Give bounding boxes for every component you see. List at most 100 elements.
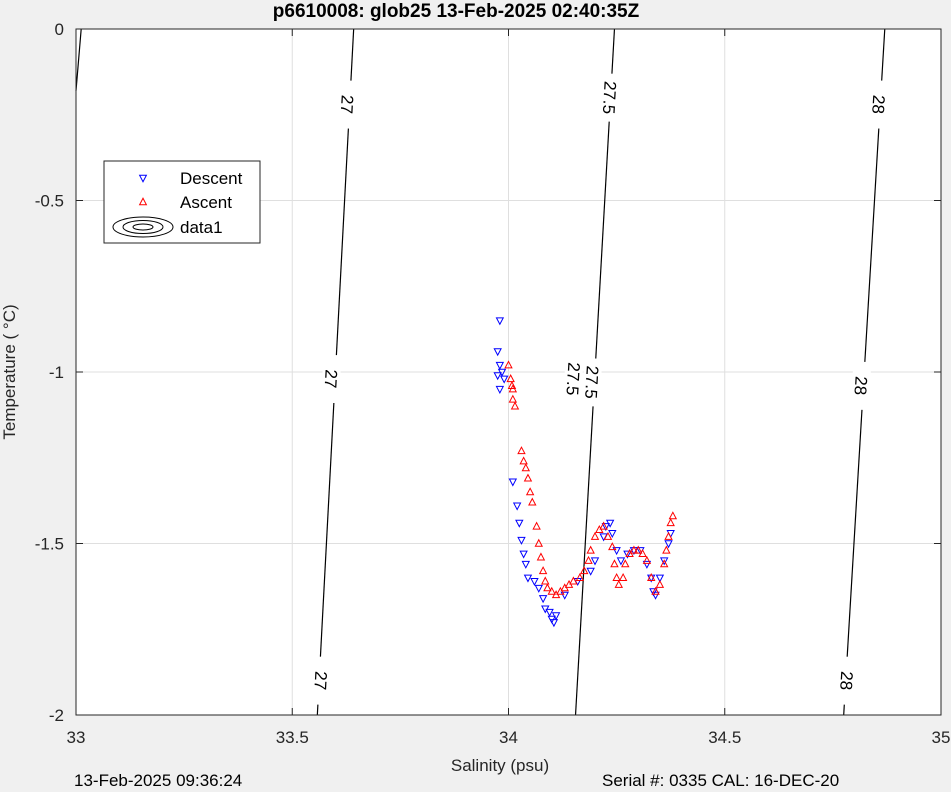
x-axis-label: Salinity (psu): [451, 756, 549, 775]
ascent-marker: [519, 456, 528, 465]
descent-marker: [608, 529, 617, 539]
ascent-marker: [521, 463, 531, 472]
descent-marker: [651, 591, 660, 600]
contour-label: 27.5: [599, 81, 620, 115]
descent-marker: [508, 478, 518, 487]
legend-contour-swatch: [122, 220, 164, 234]
descent-marker: [515, 519, 524, 528]
legend-contour-swatch: [132, 223, 154, 231]
ascent-marker: [575, 572, 585, 582]
y-tick-label: -2: [49, 706, 64, 725]
legend-label: data1: [180, 218, 223, 237]
contour-label-bg: [581, 357, 603, 407]
contour-label-bg: [850, 361, 872, 411]
y-tick-label: -1: [49, 363, 64, 382]
ascent-marker: [629, 545, 639, 554]
legend-label: Ascent: [180, 193, 232, 212]
ascent-marker: [579, 566, 589, 575]
descent-marker: [655, 574, 665, 583]
ascent-marker: [642, 555, 652, 564]
descent-marker: [616, 557, 626, 566]
descent-marker: [493, 372, 502, 381]
ascent-marker: [662, 545, 671, 554]
contour-label: 28: [836, 671, 856, 691]
contour-label: 27: [310, 671, 330, 691]
ascent-marker: [659, 559, 669, 568]
ascent-marker: [525, 487, 535, 496]
descent-marker: [521, 560, 531, 569]
legend-contour-swatch: [112, 216, 174, 238]
ascent-marker: [528, 497, 537, 506]
ascent-marker: [610, 559, 619, 568]
footer-serial-cal: Serial #: 0335 CAL: 16-DEC-20: [602, 771, 840, 790]
ascent-marker: [517, 446, 526, 455]
ascent-marker: [569, 576, 578, 585]
ascent-marker: [612, 572, 621, 582]
ascent-marker: [590, 531, 600, 540]
ascent-marker: [536, 552, 546, 561]
ascent-marker: [586, 545, 595, 554]
descent-marker: [493, 348, 502, 357]
descent-marker: [495, 385, 505, 394]
ascent-marker: [646, 572, 656, 582]
descent-marker: [586, 567, 595, 576]
descent-marker: [560, 591, 569, 600]
contour-label: 27.5: [562, 362, 583, 396]
descent-marker: [534, 584, 544, 593]
ascent-marker: [618, 572, 628, 582]
legend: Descent Ascent data1: [103, 160, 261, 244]
axis-ticks: 33 33.5 34 34.5 35 0 -0.5 -1 -1.5 -2: [35, 20, 951, 747]
descent-marker: [642, 560, 652, 569]
ascent-marker: [510, 401, 520, 410]
descent-marker: [549, 619, 559, 628]
ascent-marker: [664, 531, 673, 540]
descent-marker: [523, 574, 533, 583]
ascent-marker: [508, 394, 518, 403]
ascent-marker: [621, 559, 630, 568]
descent-marker: [551, 612, 561, 621]
descent-marker: [517, 536, 526, 545]
descent-marker: [612, 547, 621, 556]
ascent-marker: [584, 555, 593, 564]
descent-marker: [495, 317, 505, 326]
y-tick-label: -0.5: [35, 192, 64, 211]
ascent-marker: [638, 548, 647, 558]
contour-label-bg: [836, 656, 858, 706]
footer-timestamp: 13-Feb-2025 09:36:24: [74, 771, 243, 790]
ascent-marker: [608, 542, 617, 551]
descent-marker: [659, 557, 669, 566]
ascent-marker: [651, 586, 660, 595]
ascent-marker: [538, 566, 548, 575]
ascent-marker: [532, 521, 541, 530]
ascent-marker: [668, 511, 678, 520]
ascent-marker: [599, 521, 608, 530]
descent-marker: [545, 608, 554, 617]
legend-marker-descent: [138, 174, 148, 183]
ascent-marker: [541, 576, 550, 585]
contour-label: 28: [868, 94, 888, 114]
descent-marker: [519, 550, 528, 559]
descent-marker: [664, 540, 673, 549]
contour-label: 27.5: [581, 365, 602, 399]
descent-marker: [512, 502, 522, 511]
legend-box: [103, 160, 261, 244]
descent-marker: [590, 557, 600, 566]
descent-marker: [623, 550, 632, 559]
x-tick-label: 34: [499, 728, 518, 747]
x-tick-label: 35: [932, 728, 951, 747]
ascent-marker: [504, 360, 513, 369]
descent-marker: [499, 375, 509, 384]
contour-label: 27: [321, 369, 341, 389]
contour-label-bg: [336, 80, 358, 129]
ascent-marker: [547, 586, 556, 595]
descent-marker: [601, 523, 611, 532]
x-tick-label: 33.5: [276, 728, 309, 747]
contour-label: 27: [337, 94, 357, 114]
ascent-marker: [666, 518, 675, 527]
legend-label: Descent: [180, 169, 243, 188]
descent-marker: [605, 519, 615, 528]
chart-title: p6610008: glob25 13-Feb-2025 02:40:35Z: [273, 1, 640, 22]
descent-marker: [538, 595, 548, 604]
contour-label-bg: [563, 354, 584, 404]
